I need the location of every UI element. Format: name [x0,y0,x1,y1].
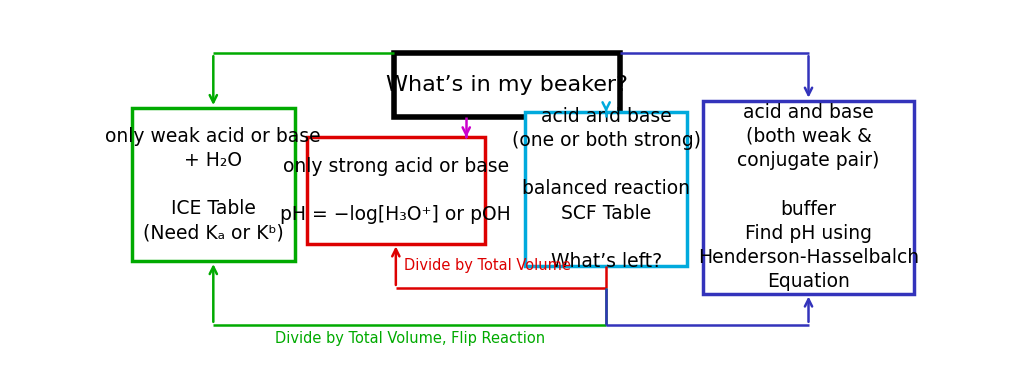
Text: Divide by Total Volume: Divide by Total Volume [403,258,570,273]
Text: only strong acid or base

pH = −log[H₃O⁺] or pOH: only strong acid or base pH = −log[H₃O⁺]… [281,157,511,224]
Text: acid and base
(one or both strong)

balanced reaction
SCF Table

What’s left?: acid and base (one or both strong) balan… [512,107,700,271]
FancyBboxPatch shape [306,137,485,244]
FancyBboxPatch shape [394,53,620,117]
FancyBboxPatch shape [132,108,295,261]
Text: only weak acid or base
+ H₂O

ICE Table
(Need Kₐ or Kᵇ): only weak acid or base + H₂O ICE Table (… [105,126,322,242]
Text: Divide by Total Volume, Flip Reaction: Divide by Total Volume, Flip Reaction [274,331,545,345]
FancyBboxPatch shape [524,112,687,266]
Text: acid and base
(both weak &
conjugate pair)

buffer
Find pH using
Henderson-Hasse: acid and base (both weak & conjugate pai… [698,103,920,291]
FancyBboxPatch shape [703,100,913,294]
Text: What’s in my beaker?: What’s in my beaker? [386,75,628,95]
